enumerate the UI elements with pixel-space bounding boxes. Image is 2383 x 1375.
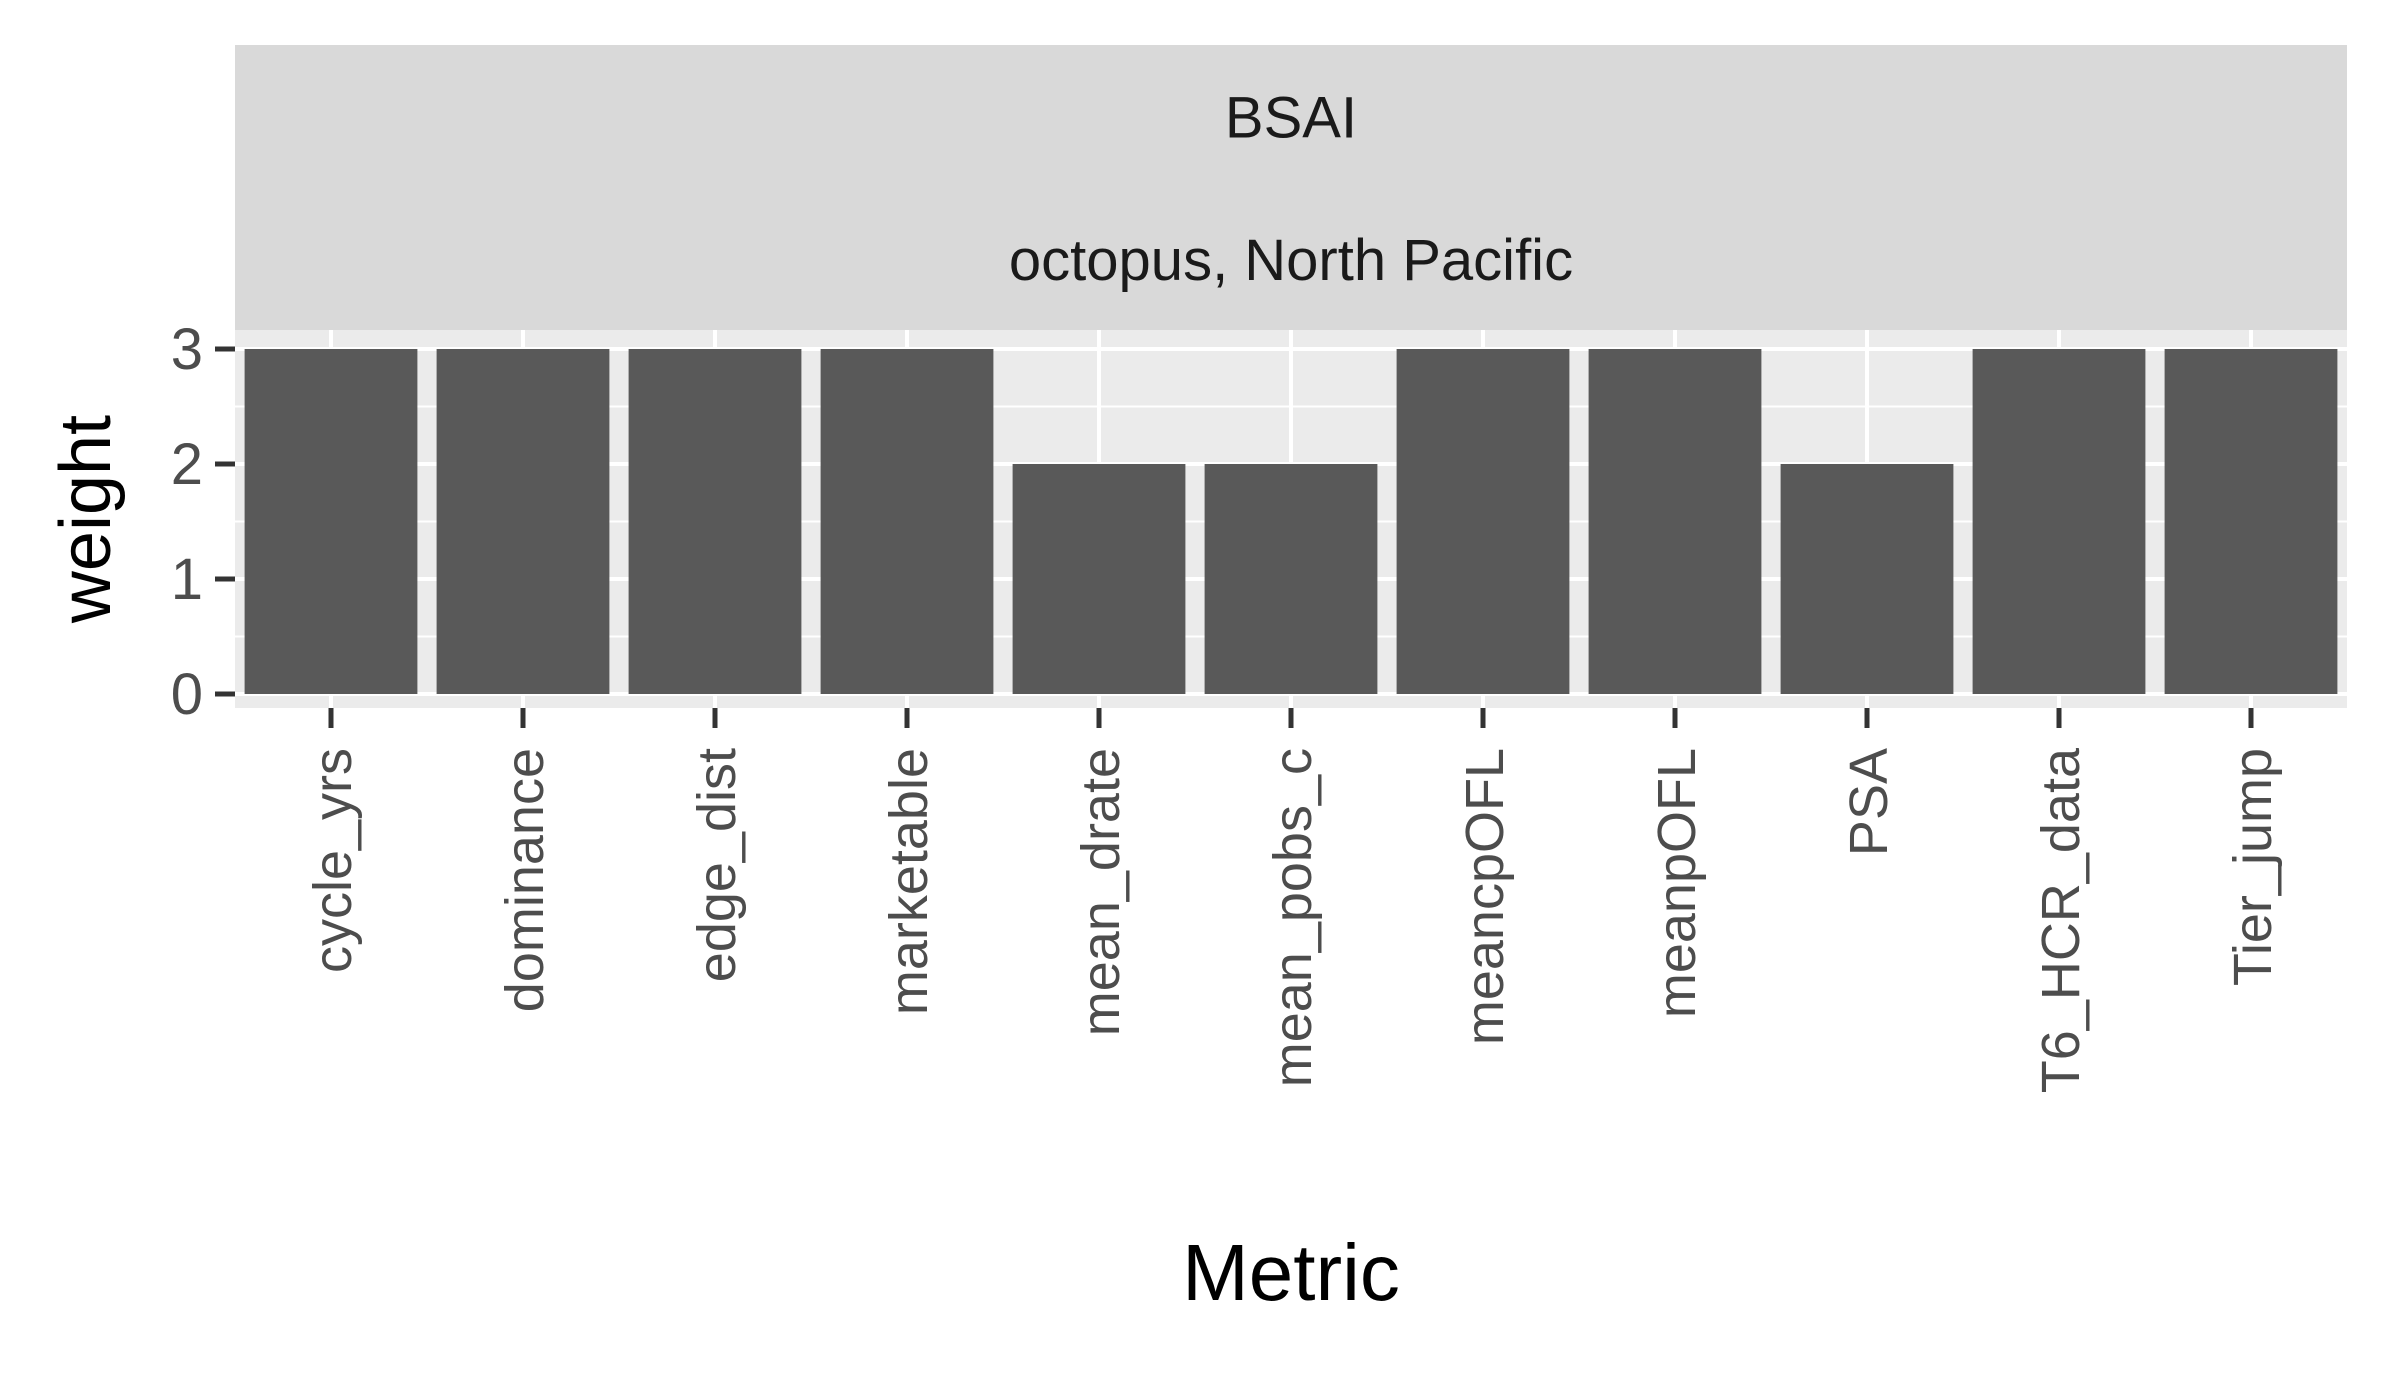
bar-dominance	[436, 349, 610, 694]
bar-Tier_jump	[2164, 349, 2338, 694]
bar-meanpOFL	[1588, 349, 1762, 694]
y-axis-title: weight	[46, 415, 126, 624]
bar-mean_pobs_c	[1204, 464, 1378, 694]
x-tick-label: mean_pobs_c	[1263, 748, 1323, 1087]
x-axis: cycle_yrs dominance edge_dist marketable mea…	[303, 708, 2283, 1093]
y-tick-label: 2	[171, 432, 203, 497]
y-tick-label: 0	[171, 662, 203, 727]
x-tick-label: T6_HCR_data	[2031, 747, 2091, 1093]
x-tick-label: cycle_yrs	[303, 748, 363, 973]
y-axis: 0 1 2 3	[171, 317, 235, 727]
bar-PSA	[1780, 464, 1954, 694]
bar-cycle_yrs	[244, 349, 418, 694]
facet-strip-1	[235, 45, 2347, 188]
facet-strip-label: octopus, North Pacific	[1009, 228, 1573, 293]
bar-edge_dist	[628, 349, 802, 694]
bar-meancpOFL	[1396, 349, 1570, 694]
bars-group	[244, 349, 2338, 694]
bar-mean_drate	[1012, 464, 1186, 694]
facet-strips: BSAI octopus, North Pacific	[235, 45, 2347, 330]
x-tick-label: marketable	[879, 748, 939, 1015]
facet-strip-label: BSAI	[1225, 85, 1357, 150]
x-tick-label: dominance	[495, 748, 555, 1012]
bar-marketable	[820, 349, 994, 694]
y-tick-label: 1	[171, 547, 203, 612]
x-tick-label: Tier_jump	[2223, 748, 2283, 986]
x-axis-title: Metric	[1182, 1228, 1400, 1317]
x-tick-label: meancpOFL	[1455, 748, 1515, 1045]
x-tick-label: PSA	[1839, 748, 1899, 856]
x-tick-label: edge_dist	[687, 748, 747, 982]
bar-T6_HCR_data	[1972, 349, 2146, 694]
y-tick-label: 3	[171, 317, 203, 382]
facet-strip-2	[235, 187, 2347, 330]
x-tick-label: mean_drate	[1071, 748, 1131, 1036]
x-tick-label: meanpOFL	[1647, 748, 1707, 1018]
